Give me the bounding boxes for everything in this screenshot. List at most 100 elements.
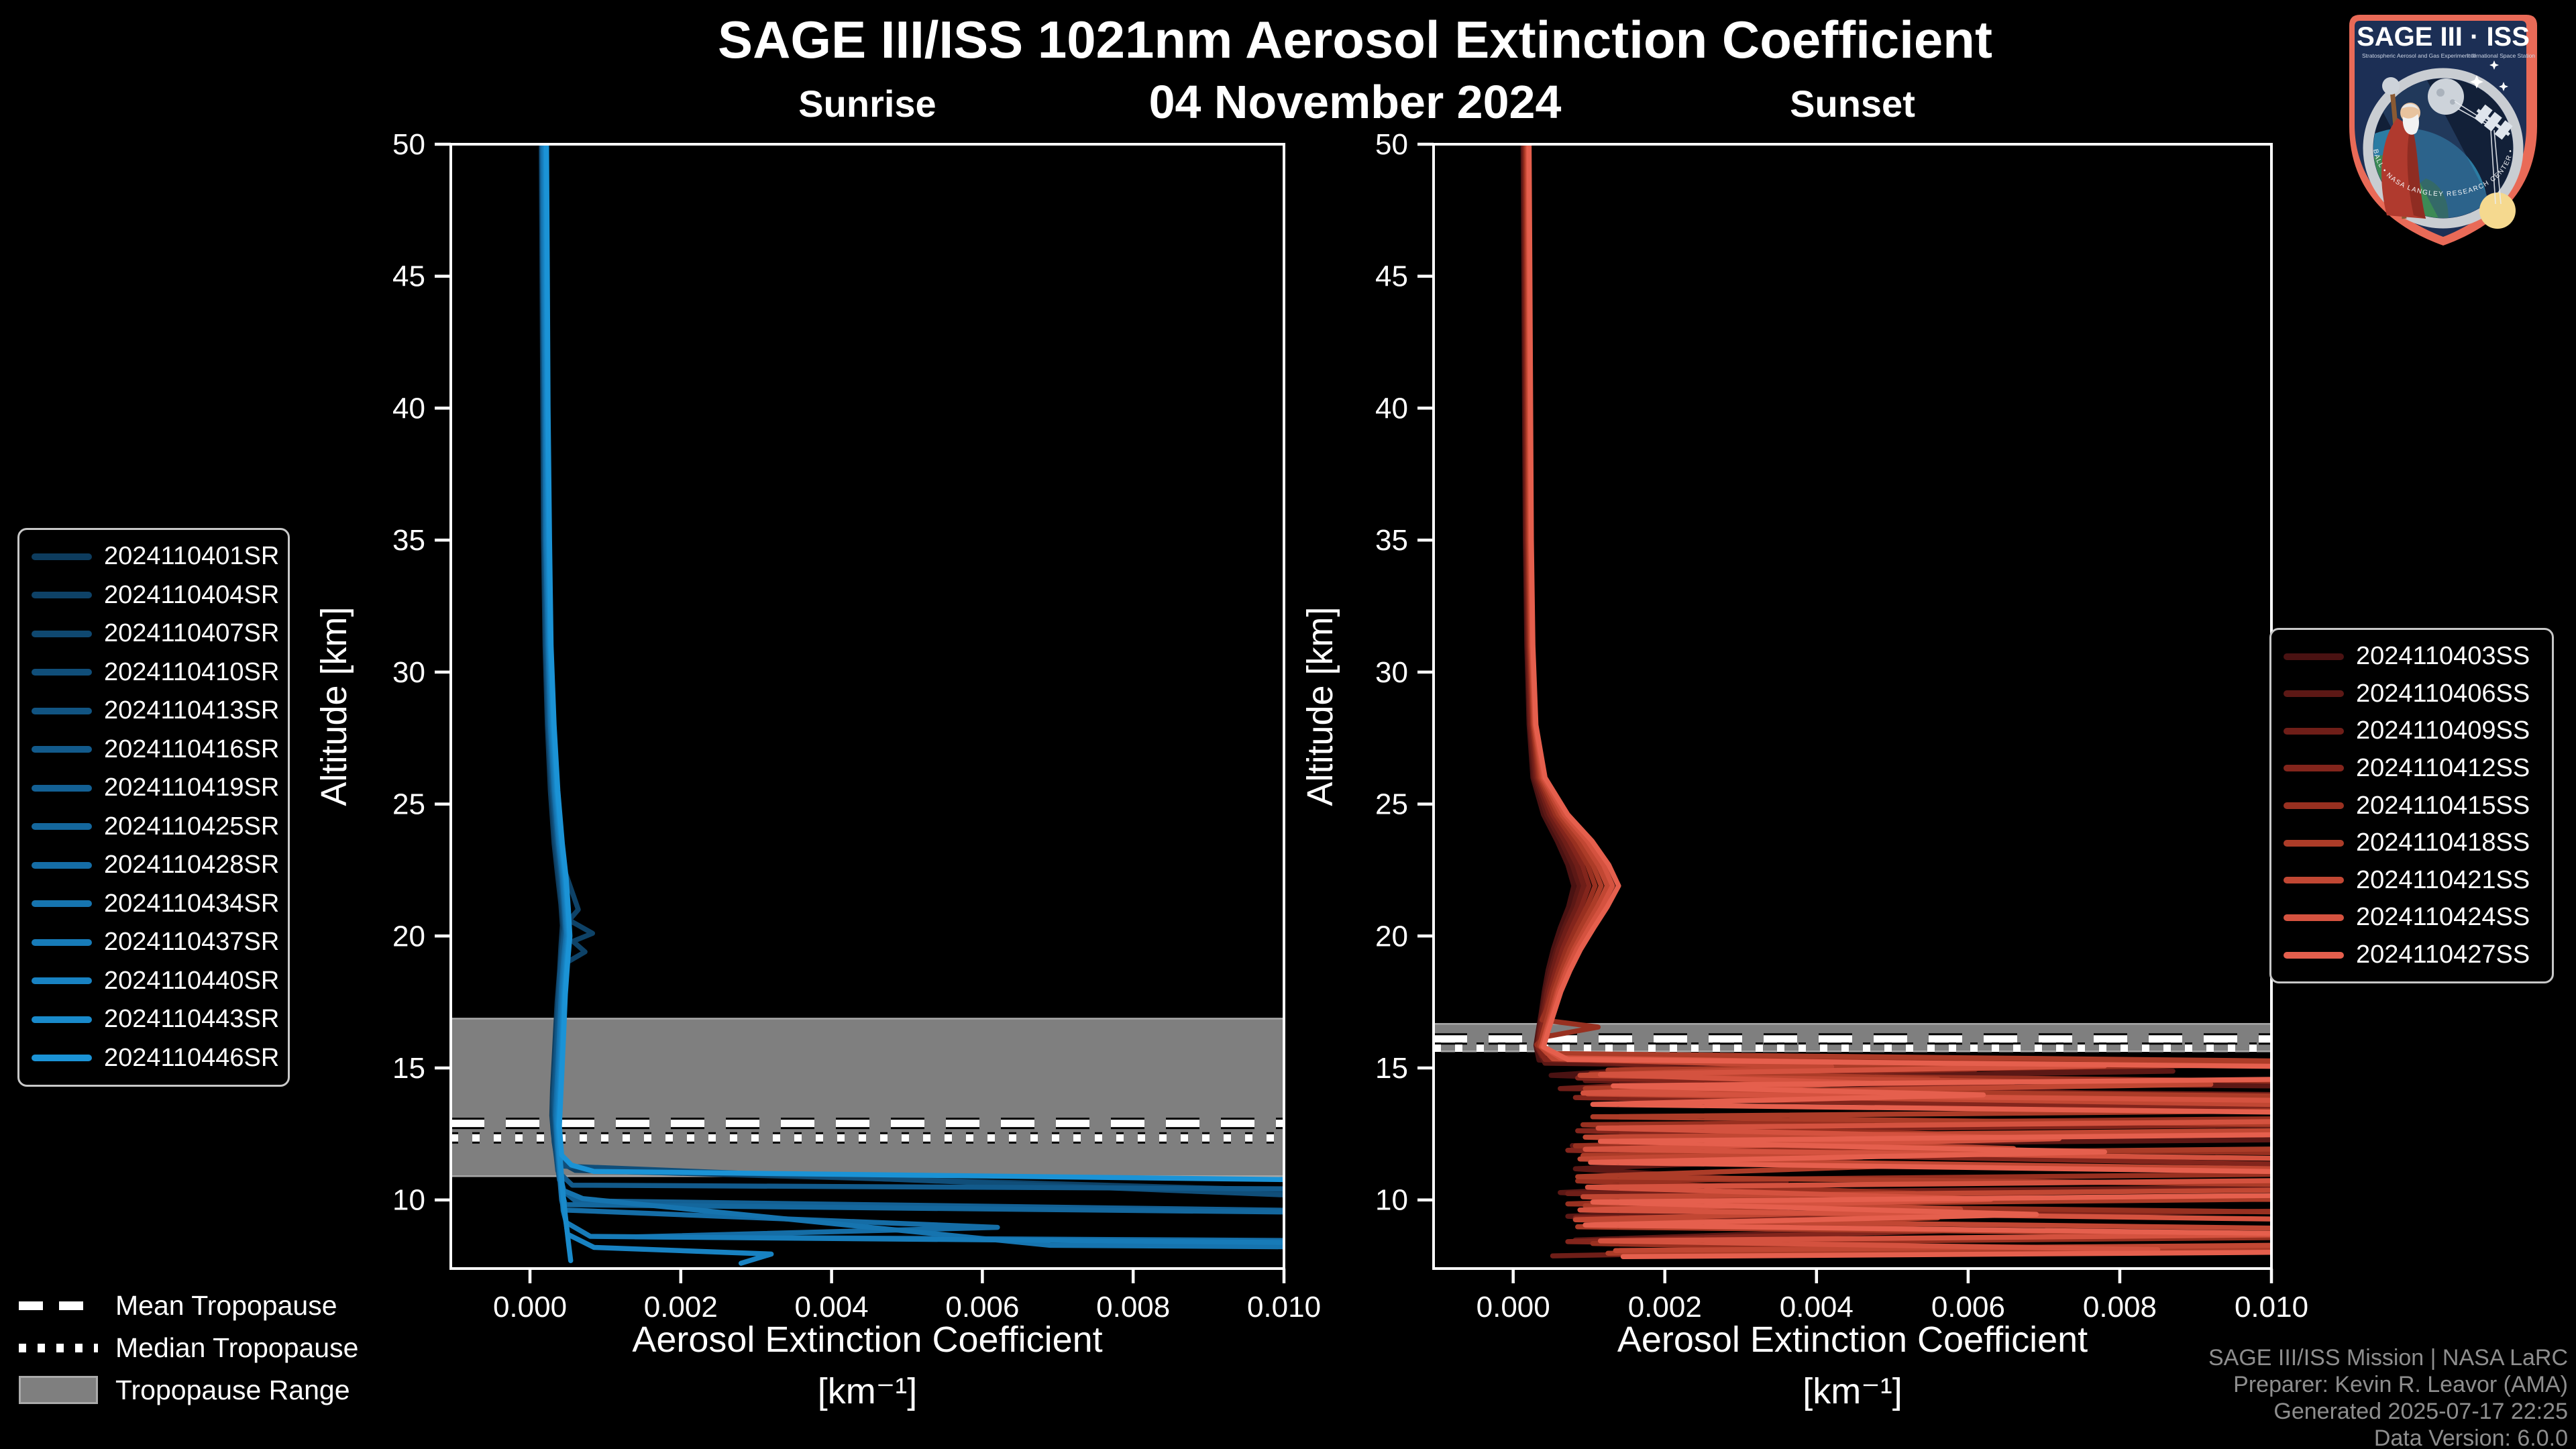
tropo-legend-label: Mean Tropopause: [115, 1289, 337, 1321]
legend-event-label: 2024110427SS: [2356, 941, 2530, 969]
legend-line-swatch: [32, 938, 92, 946]
legend-line-swatch: [32, 669, 92, 676]
patch-subtitle-sage: Stratospheric Aerosol and Gas Experiment…: [2362, 52, 2476, 59]
y-axis-sunset: 10 15 20 25 30 35 40 45 50: [1375, 128, 1434, 1217]
legend-line-swatch: [2284, 914, 2344, 921]
legend-item: 2024110434SR: [32, 889, 280, 918]
legend-item: 2024110446SR: [32, 1044, 279, 1073]
panel-title-sunset: Sunset: [1790, 83, 1915, 125]
tropo-legend-item: Mean Tropopause: [19, 1289, 358, 1322]
tropo-dashed-swatch: [19, 1301, 98, 1310]
xaxis-unit-sunset: [km⁻¹]: [1803, 1371, 1902, 1411]
y-tick-label: 40: [392, 392, 425, 425]
y-tick-label: 25: [1375, 788, 1408, 821]
y-tick-label: 50: [392, 128, 425, 161]
legend-event-label: 2024110437SR: [104, 928, 280, 957]
legend-item: 2024110443SR: [32, 1005, 280, 1034]
legend-event-label: 2024110443SR: [104, 1005, 280, 1034]
x-tick-label: 0.000: [493, 1291, 567, 1324]
x-tick-label: 0.008: [2083, 1291, 2157, 1324]
legend-event-label: 2024110410SR: [104, 657, 280, 686]
y-tick-label: 30: [1375, 656, 1408, 689]
credit-line: Preparer: Kevin R. Leavor (AMA): [2233, 1372, 2568, 1397]
moon-crater: [2450, 99, 2455, 105]
legend-item: 2024110403SS: [2284, 642, 2540, 671]
x-tick-label: 0.008: [1096, 1291, 1170, 1324]
legend-event-label: 2024110416SR: [104, 735, 280, 763]
y-tick-label: 15: [1375, 1052, 1408, 1085]
credit-line: Data Version: 6.0.0: [2373, 1426, 2568, 1449]
legend-event-label: 2024110407SR: [104, 619, 280, 648]
sun-icon: [2479, 193, 2516, 229]
legend-line-swatch: [32, 592, 92, 599]
legend-line-swatch: [32, 823, 92, 830]
legend-line-swatch: [32, 1016, 92, 1023]
profile-line-2024110403SS: [1520, 144, 2271, 1102]
legend-item: 2024110419SR: [32, 773, 280, 802]
legend-sunrise-events: 2024110401SR 2024110404SR 2024110407SR 2024…: [17, 528, 290, 1087]
yaxis-label-sunset: Altitude [km]: [1300, 606, 1340, 806]
patch-ring: [2363, 68, 2524, 229]
legend-line-swatch: [2284, 690, 2344, 698]
legend-event-label: 2024110418SS: [2356, 828, 2530, 857]
credit-line: SAGE III/ISS Mission | NASA LaRC: [2208, 1345, 2568, 1371]
legend-line-swatch: [2284, 727, 2344, 735]
y-axis-sunrise: 10 15 20 25 30 35 40 45 50: [392, 128, 451, 1217]
legend-line-swatch: [32, 977, 92, 985]
legend-line-swatch: [2284, 653, 2344, 660]
y-tick-label: 10: [392, 1184, 425, 1217]
iss-icon: [2474, 104, 2513, 140]
legend-line-swatch: [2284, 877, 2344, 884]
x-tick-label: 0.006: [945, 1291, 1019, 1324]
x-tick-label: 0.002: [1628, 1291, 1702, 1324]
y-tick-label: 35: [1375, 524, 1408, 557]
legend-line-swatch: [2284, 839, 2344, 847]
date-subtitle: 04 November 2024: [1148, 76, 1562, 128]
legend-event-label: 2024110419SR: [104, 773, 280, 802]
legend-item: 2024110424SS: [2284, 903, 2540, 932]
y-tick-label: 35: [392, 524, 425, 557]
profiles-sunrise: [539, 144, 1284, 1266]
legend-line-swatch: [32, 1055, 92, 1062]
legend-event-label: 2024110401SR: [104, 542, 280, 570]
y-tick-label: 25: [392, 788, 425, 821]
patch-subtitle-iss: International Space Station: [2467, 52, 2535, 59]
legend-item: 2024110401SR: [32, 542, 280, 571]
legend-item: 2024110440SR: [32, 967, 279, 996]
y-tick-label: 20: [1375, 920, 1408, 953]
moon-icon: [2428, 78, 2464, 115]
legend-item: 2024110407SR: [32, 619, 280, 648]
tropo-legend-label: Tropopause Range: [115, 1374, 350, 1405]
legend-line-swatch: [2284, 951, 2344, 959]
tropo-legend-item: Median Tropopause: [19, 1332, 358, 1364]
y-tick-label: 20: [392, 920, 425, 953]
credits-block: SAGE III/ISS Mission | NASA LaRC Prepare…: [2208, 1344, 2568, 1449]
legend-event-label: 2024110434SR: [104, 889, 280, 918]
sage-iss-mission-patch: SAGE III · ISS Stratospheric Aerosol and…: [2345, 11, 2537, 246]
tropopause-range-band: [449, 1018, 1285, 1177]
legend-item: 2024110416SR: [32, 735, 280, 764]
legend-line-swatch: [32, 630, 92, 637]
panel-sunrise: 0.000 0.002 0.004 0.006 0.008 0.010 10 15 20 25 30…: [392, 128, 1321, 1324]
legend-event-label: 2024110421SS: [2356, 865, 2530, 894]
panel-sunset: 0.000 0.002 0.004 0.006 0.008 0.010 10 15 20 25 30…: [1375, 128, 2308, 1324]
legend-event-label: 2024110428SR: [104, 851, 280, 879]
legend-line-swatch: [32, 861, 92, 869]
stars: [2470, 60, 2508, 91]
legend-line-swatch: [32, 707, 92, 714]
legend-item: 2024110410SR: [32, 657, 280, 687]
legend-line-swatch: [32, 900, 92, 908]
moon-crater: [2436, 89, 2445, 97]
x-tick-label: 0.006: [1931, 1291, 2005, 1324]
y-tick-label: 50: [1375, 128, 1408, 161]
y-tick-label: 30: [392, 656, 425, 689]
legend-event-label: 2024110403SS: [2356, 642, 2530, 670]
legend-event-label: 2024110415SS: [2356, 791, 2530, 820]
tropo-band-swatch: [19, 1376, 98, 1404]
yaxis-label-sunrise: Altitude [km]: [314, 606, 354, 806]
y-tick-label: 15: [392, 1052, 425, 1085]
xaxis-label-sunrise: Aerosol Extinction Coefficient: [632, 1320, 1103, 1360]
profile-line-2024110427SS: [1526, 144, 2271, 1260]
legend-line-swatch: [32, 784, 92, 792]
